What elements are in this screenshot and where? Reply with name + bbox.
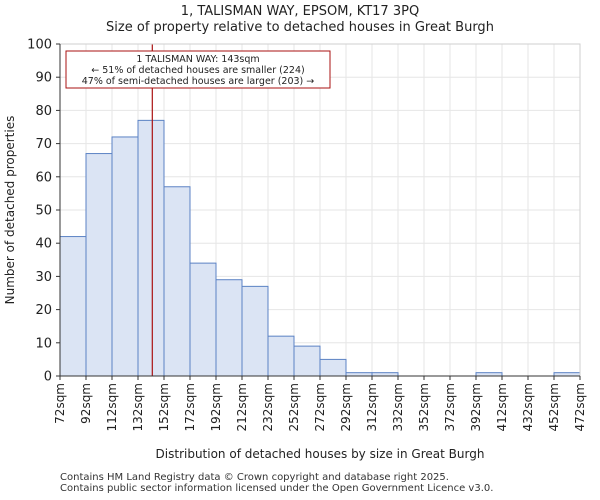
x-tick-label: 112sqm [105, 383, 119, 431]
bars [59, 119, 581, 377]
y-tick-label: 100 [27, 38, 52, 53]
x-tick-label: 452sqm [547, 383, 561, 431]
bar-272sqm [319, 358, 347, 377]
bar-112sqm [111, 136, 139, 377]
x-tick-label: 312sqm [365, 383, 379, 431]
x-tick-label: 152sqm [157, 383, 171, 431]
x-ticks: 72sqm 92sqm 112sqm 132sqm 152sqm 172sqm 192sqm… [53, 376, 587, 431]
chart-title-line1: 1, TALISMAN WAY, EPSOM, KT17 3PQ [181, 4, 419, 19]
x-tick-label: 412sqm [495, 383, 509, 431]
bar-92sqm [85, 153, 113, 377]
bar-132sqm [137, 119, 165, 377]
x-tick-label: 72sqm [53, 383, 67, 424]
x-tick-label: 472sqm [573, 383, 587, 431]
x-tick-label: 212sqm [235, 383, 249, 431]
x-tick-label: 252sqm [287, 383, 301, 431]
bar-232sqm [267, 335, 295, 377]
x-tick-label: 172sqm [183, 383, 197, 431]
annotation-line1: 1 TALISMAN WAY: 143sqm [136, 54, 259, 65]
y-axis-label: Number of detached properties [3, 116, 17, 305]
x-tick-label: 92sqm [79, 383, 93, 424]
x-tick-label: 292sqm [339, 383, 353, 431]
annotation-box: 1 TALISMAN WAY: 143sqm ← 51% of detached… [65, 50, 331, 89]
y-tick-label: 70 [35, 137, 52, 152]
x-tick-label: 392sqm [469, 383, 483, 431]
annotation-line3: 47% of semi-detached houses are larger (… [82, 76, 315, 87]
y-tick-label: 10 [35, 336, 52, 351]
bar-72sqm [59, 236, 87, 377]
x-tick-label: 332sqm [391, 383, 405, 431]
y-tick-label: 80 [35, 104, 52, 119]
y-tick-label: 30 [35, 270, 52, 285]
x-tick-label: 272sqm [313, 383, 327, 431]
annotation-border [65, 50, 331, 89]
x-tick-label: 352sqm [417, 383, 431, 431]
x-tick-label: 432sqm [521, 383, 535, 431]
bar-172sqm [189, 262, 217, 377]
y-tick-label: 90 [35, 71, 52, 86]
x-tick-label: 232sqm [261, 383, 275, 431]
y-tick-label: 50 [35, 204, 52, 219]
y-tick-label: 0 [44, 370, 52, 385]
chart-title-line2: Size of property relative to detached ho… [106, 20, 494, 35]
y-ticks: 0 10 20 30 40 50 60 70 80 90 100 [27, 38, 60, 385]
annotation-line2: ← 51% of detached houses are smaller (22… [91, 65, 304, 76]
y-tick-label: 20 [35, 303, 52, 318]
x-tick-label: 372sqm [443, 383, 457, 431]
bar-152sqm [163, 186, 191, 377]
bar-212sqm [241, 285, 269, 377]
y-tick-label: 40 [35, 237, 52, 252]
footer-line1: Contains HM Land Registry data © Crown c… [60, 472, 449, 483]
x-axis-label: Distribution of detached houses by size … [156, 447, 485, 461]
x-tick-label: 132sqm [131, 383, 145, 431]
bar-192sqm [215, 279, 243, 377]
x-tick-label: 192sqm [209, 383, 223, 431]
bar-252sqm [293, 345, 321, 377]
footer-line2: Contains public sector information licen… [60, 483, 494, 494]
y-tick-label: 60 [35, 170, 52, 185]
